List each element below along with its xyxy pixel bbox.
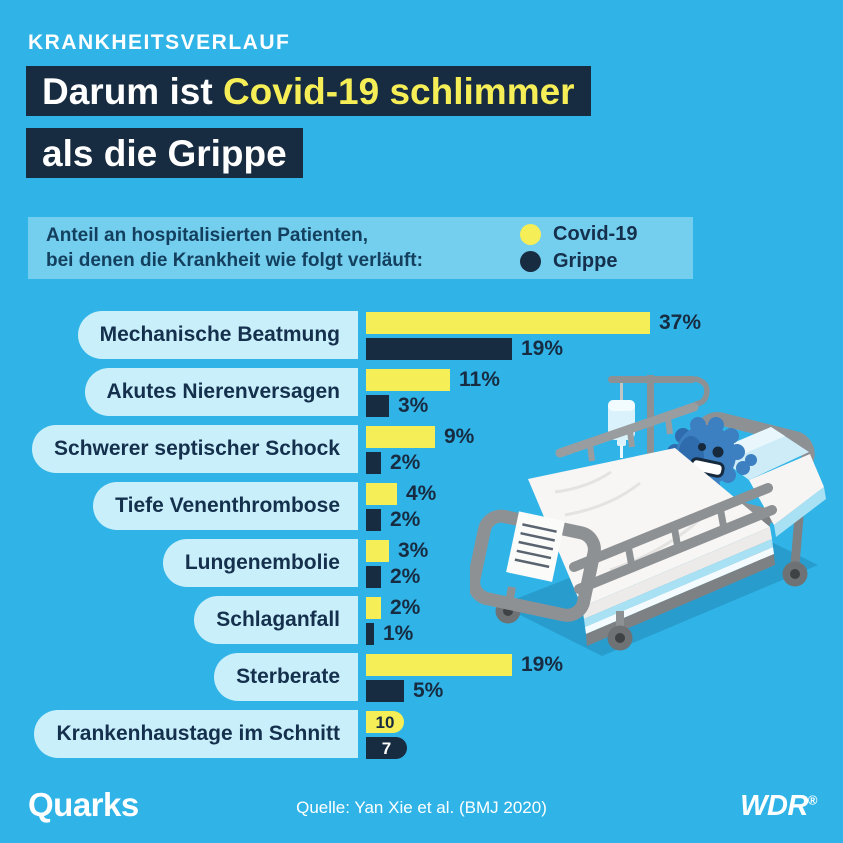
grippe-bar	[366, 680, 404, 702]
covid-bar-line: 37%	[366, 312, 701, 334]
title-line-2: als die Grippe	[26, 128, 303, 178]
covid-legend-label: Covid-19	[553, 223, 638, 245]
legend-entry-covid: Covid-19	[520, 221, 637, 248]
category-label: Krankenhaustage im Schnitt	[56, 722, 340, 745]
legend: Covid-19 Grippe	[520, 221, 637, 275]
grippe-bar-line: 5%	[366, 680, 563, 702]
covid-bar-line: 9%	[366, 426, 474, 448]
covid-bar-line: 11%	[366, 369, 500, 391]
chart-row: Sterberate 19% 5%	[28, 653, 701, 702]
grippe-value-label: 2%	[390, 508, 421, 531]
title-line-1: Darum ist Covid-19 schlimmer	[26, 66, 591, 116]
title-part-white: Darum ist	[42, 71, 223, 112]
category-label-pill: Schwerer septischer Schock	[32, 425, 358, 473]
covid-legend-dot-icon	[520, 224, 541, 245]
covid-value-label: 9%	[444, 425, 475, 448]
covid-bar	[366, 597, 381, 619]
category-label: Tiefe Venenthrombose	[115, 494, 340, 517]
covid-bar	[366, 540, 389, 562]
legend-entry-grippe: Grippe	[520, 248, 637, 275]
hospital-bed-illustration	[470, 375, 826, 656]
bed-far-rail	[555, 402, 699, 462]
category-label-pill: Schlaganfall	[194, 596, 358, 644]
grippe-value-label: 19%	[521, 337, 564, 360]
grippe-bar	[366, 623, 374, 645]
grippe-bar-line: 3%	[366, 395, 500, 417]
chart-row: Schwerer septischer Schock 9% 2%	[28, 425, 701, 474]
covid-bar: 10	[366, 711, 404, 733]
category-label-pill: Mechanische Beatmung	[77, 311, 358, 359]
covid-bar	[366, 654, 512, 676]
subtitle-text: Anteil an hospitalisierten Patienten, be…	[46, 223, 423, 273]
grippe-value-label: 1%	[383, 622, 414, 645]
covid-bar	[366, 483, 397, 505]
grippe-bar-line: 2%	[366, 509, 436, 531]
category-label-pill: Akutes Nierenversagen	[84, 368, 358, 416]
chart-row: Akutes Nierenversagen 11% 3%	[28, 368, 701, 417]
wdr-logo: WDR®	[740, 790, 818, 822]
kicker: KRANKHEITSVERLAUF	[28, 31, 291, 54]
category-label: Mechanische Beatmung	[99, 323, 340, 346]
chart-row: Tiefe Venenthrombose 4% 2%	[28, 482, 701, 531]
category-label: Lungenembolie	[184, 551, 340, 574]
category-label: Sterberate	[236, 665, 340, 688]
covid-bar	[366, 369, 450, 391]
subtitle-box: Anteil an hospitalisierten Patienten, be…	[28, 217, 693, 279]
covid-bar	[366, 312, 650, 334]
subtitle-line-1: Anteil an hospitalisierten Patienten,	[46, 225, 369, 246]
grippe-bar-line: 19%	[366, 338, 701, 360]
chart-rows: Mechanische Beatmung 37% 19% Akutes Nier…	[28, 311, 701, 767]
grippe-bar	[366, 452, 381, 474]
covid-bar-line: 4%	[366, 483, 436, 505]
grippe-bar-line: 7	[366, 737, 407, 759]
covid-value-label: 19%	[521, 653, 564, 676]
grippe-bar-line: 1%	[366, 623, 420, 645]
chart-row: Krankenhaustage im Schnitt 10 7	[28, 710, 701, 759]
patient-chart	[506, 511, 565, 582]
source-credit: Quelle: Yan Xie et al. (BMJ 2020)	[296, 798, 547, 817]
category-label-pill: Lungenembolie	[162, 539, 358, 587]
covid-bar-line: 10	[366, 711, 407, 733]
grippe-bar: 7	[366, 737, 407, 759]
grippe-legend-dot-icon	[520, 251, 541, 272]
covid-value-label: 2%	[390, 596, 421, 619]
category-label-pill: Sterberate	[214, 653, 358, 701]
chart-row: Mechanische Beatmung 37% 19%	[28, 311, 701, 360]
title-part-yellow: Covid-19 schlimmer	[222, 71, 575, 112]
category-label: Schlaganfall	[216, 608, 340, 631]
covid-value-label: 3%	[398, 539, 429, 562]
bed-footboard	[470, 509, 601, 622]
category-label-pill: Krankenhaustage im Schnitt	[34, 710, 358, 758]
grippe-value-label: 2%	[390, 451, 421, 474]
registered-mark: ®	[807, 792, 818, 808]
grippe-bar-line: 2%	[366, 452, 474, 474]
covid-bar	[366, 426, 435, 448]
grippe-bar	[366, 566, 381, 588]
grippe-legend-label: Grippe	[553, 250, 618, 272]
covid-bar-line: 19%	[366, 654, 563, 676]
grippe-value-label: 5%	[413, 679, 444, 702]
quarks-logo: Quarks	[28, 786, 139, 823]
category-label: Schwerer septischer Schock	[54, 437, 340, 460]
category-label: Akutes Nierenversagen	[106, 380, 340, 403]
grippe-value-label: 3%	[398, 394, 429, 417]
chart-row: Schlaganfall 2% 1%	[28, 596, 701, 645]
subtitle-line-2: bei denen die Krankheit wie folgt verläu…	[46, 250, 423, 271]
bed-near-rail	[569, 483, 777, 594]
grippe-bar	[366, 509, 381, 531]
covid-bar-line: 2%	[366, 597, 420, 619]
covid-bar-line: 3%	[366, 540, 428, 562]
covid-value-label: 4%	[406, 482, 437, 505]
chart-row: Lungenembolie 3% 2%	[28, 539, 701, 588]
grippe-bar	[366, 395, 389, 417]
covid-value-label: 11%	[459, 368, 500, 391]
grippe-value-label: 2%	[390, 565, 421, 588]
category-label-pill: Tiefe Venenthrombose	[93, 482, 358, 530]
covid-value-label: 37%	[659, 311, 702, 334]
grippe-bar	[366, 338, 512, 360]
grippe-bar-line: 2%	[366, 566, 428, 588]
